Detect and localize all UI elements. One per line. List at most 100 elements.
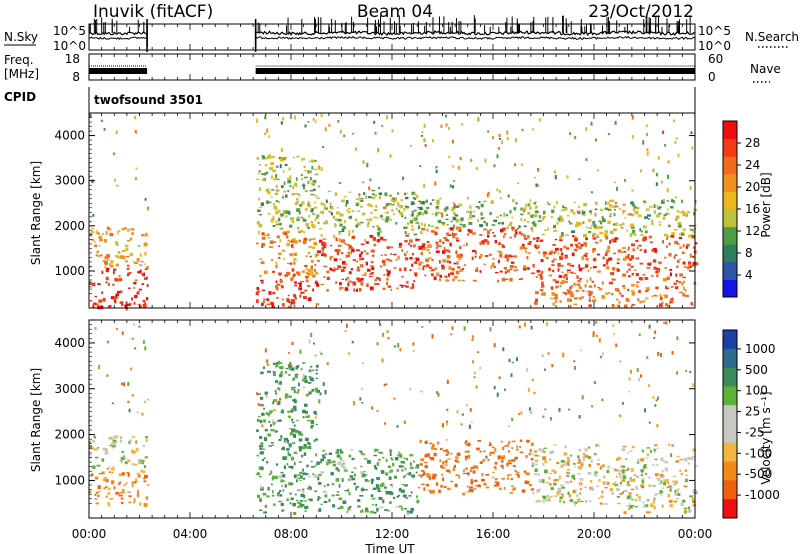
power-cell <box>333 234 336 239</box>
velocity-cell <box>445 439 448 441</box>
velocity-cell <box>119 439 122 443</box>
power-cell <box>425 264 430 268</box>
power-cell <box>636 246 639 250</box>
power-cell <box>426 206 430 209</box>
velocity-cell <box>501 457 505 459</box>
power-cell <box>323 245 326 249</box>
power-cell <box>304 208 308 211</box>
velocity-cell <box>376 462 380 466</box>
power-cell <box>614 208 616 211</box>
power-sparse-cell <box>369 178 372 182</box>
power-cell <box>568 291 572 295</box>
power-cell <box>640 277 643 281</box>
time-tick-label: 04:00 <box>173 527 208 541</box>
power-cell <box>511 226 515 230</box>
velocity-cell <box>255 473 259 475</box>
power-cell <box>531 214 534 216</box>
power-cell <box>403 226 407 229</box>
velocity-cell <box>465 444 469 446</box>
power-cell <box>631 243 635 247</box>
power-cell <box>302 183 305 186</box>
velocity-cell <box>646 453 650 457</box>
power-cell <box>119 290 123 294</box>
velocity-cell <box>353 467 357 469</box>
power-cell <box>450 272 454 275</box>
velocity-cell <box>111 446 114 449</box>
velocity-cell <box>372 504 374 506</box>
power-cell <box>615 205 619 208</box>
velocity-cell <box>629 479 634 482</box>
power-cell <box>506 226 509 229</box>
power-cell <box>294 202 299 205</box>
power-cell <box>635 273 639 277</box>
power-cell <box>297 231 302 233</box>
velocity-sparse-cell <box>120 382 123 386</box>
power-cell <box>325 220 329 224</box>
nave-label: Nave <box>750 62 781 76</box>
power-cell <box>548 252 553 255</box>
velocity-cell <box>282 489 285 492</box>
power-sparse-cell <box>466 196 469 200</box>
power-cell <box>337 265 342 269</box>
power-sparse-cell <box>147 206 149 211</box>
power-cell <box>645 287 650 291</box>
velocity-cell <box>121 451 125 453</box>
power-cell <box>602 264 606 267</box>
velocity-cell <box>376 477 380 480</box>
power-cell <box>466 210 469 214</box>
velocity-cell <box>668 499 673 503</box>
velocity-cell <box>101 471 105 475</box>
power-cell <box>386 202 390 206</box>
velocity-cell <box>612 468 617 470</box>
power-cell <box>456 205 460 208</box>
power-cell <box>597 270 601 273</box>
velocity-colorbar-swatch <box>723 386 737 406</box>
power-cell <box>367 268 371 272</box>
velocity-cell <box>584 454 589 458</box>
velocity-sparse-cell <box>142 340 145 344</box>
velocity-cell <box>519 451 524 453</box>
power-cell <box>109 232 114 237</box>
velocity-cell <box>511 459 515 462</box>
power-cell <box>587 218 592 222</box>
power-cell <box>95 231 98 235</box>
velocity-colorbar-tick-label: -1000 <box>745 488 780 502</box>
velocity-cell <box>426 453 430 457</box>
velocity-cell <box>123 484 127 486</box>
velocity-cell <box>270 470 273 475</box>
velocity-colorbar-label: Velocity [m s⁻¹] <box>759 391 773 484</box>
power-cell <box>284 156 287 159</box>
velocity-cell <box>617 502 621 505</box>
velocity-cell <box>472 465 477 467</box>
power-cell <box>560 264 564 267</box>
power-cell <box>557 217 561 221</box>
power-cell <box>338 231 342 233</box>
power-cell <box>283 190 287 193</box>
power-cell <box>409 256 413 260</box>
velocity-cell <box>501 446 505 451</box>
power-cell <box>625 298 630 302</box>
power-cell <box>271 156 276 158</box>
power-sparse-cell <box>370 211 373 215</box>
power-cell <box>562 292 565 294</box>
velocity-cell <box>621 473 626 476</box>
power-cell <box>643 201 647 204</box>
power-sparse-cell <box>521 128 524 131</box>
power-cell <box>462 267 464 270</box>
velocity-cell <box>410 491 413 494</box>
power-cell <box>662 216 666 220</box>
power-cell <box>469 205 472 209</box>
power-sparse-cell <box>323 204 326 208</box>
velocity-cell <box>290 367 295 371</box>
power-cell <box>536 269 541 273</box>
velocity-cell <box>354 473 357 477</box>
power-cell <box>360 205 363 208</box>
power-cell <box>424 247 428 249</box>
power-cell <box>667 304 670 308</box>
time-tick-label: 12:00 <box>375 527 410 541</box>
power-cell <box>296 155 300 158</box>
velocity-cell <box>401 465 405 468</box>
power-cell <box>608 257 613 261</box>
velocity-sparse-cell <box>531 378 534 381</box>
velocity-sparse-cell <box>257 403 260 406</box>
